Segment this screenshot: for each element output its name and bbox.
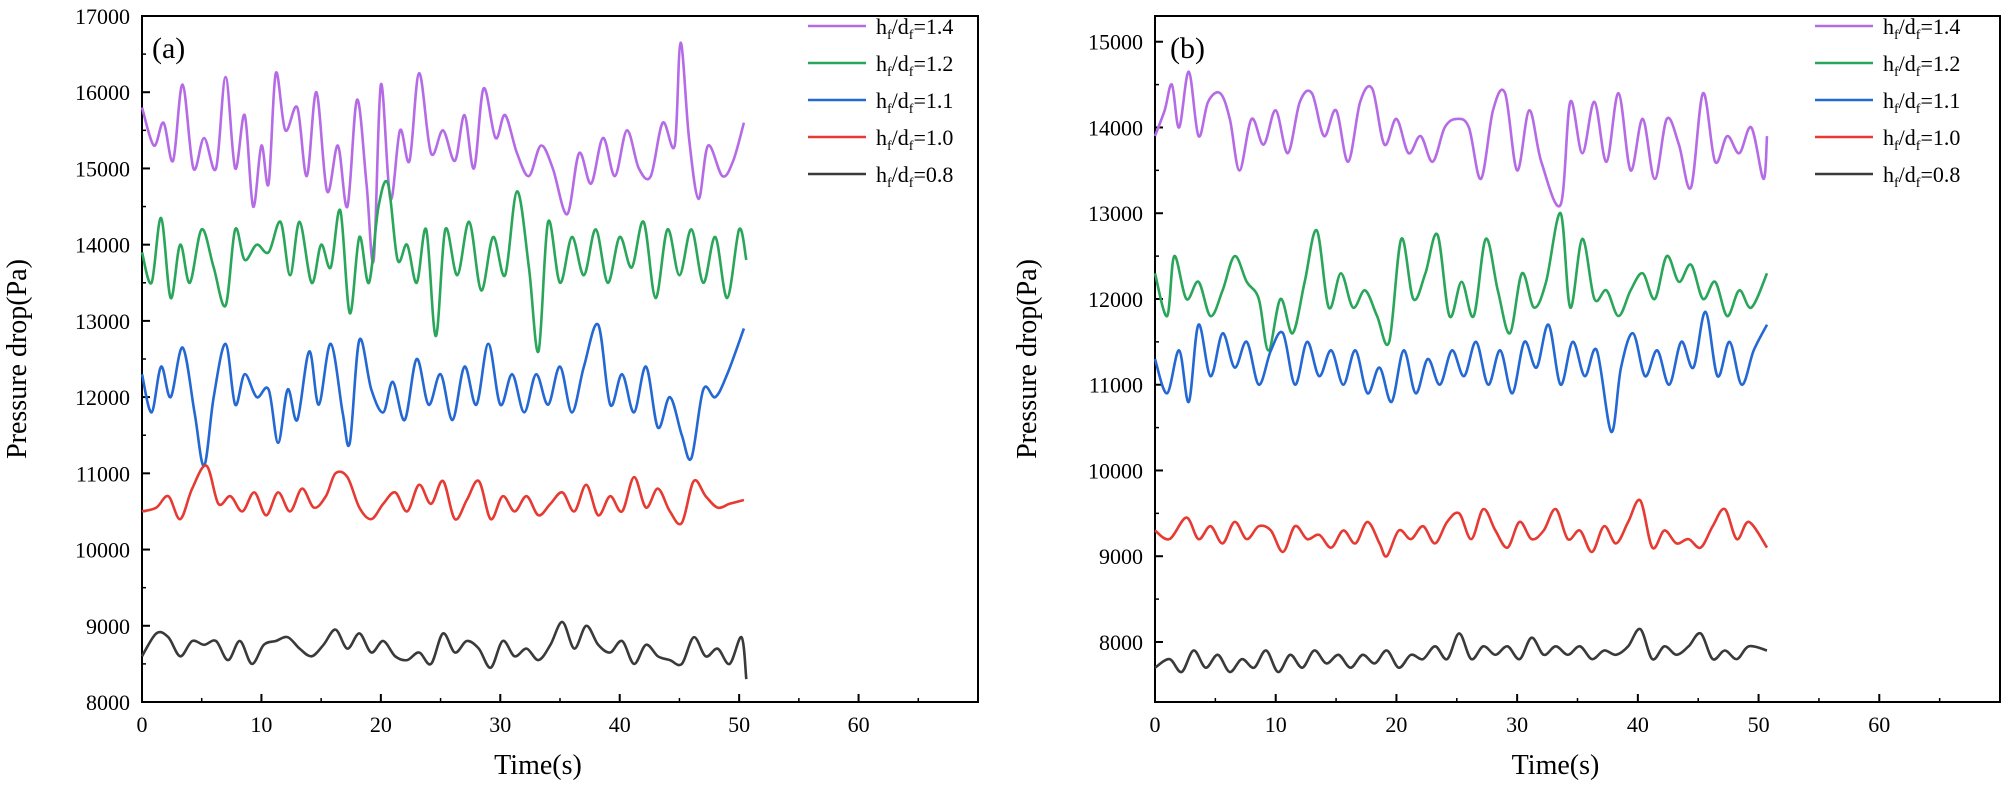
x-tick-label: 40 (1627, 712, 1649, 737)
legend-label: hf/df=1.2 (1883, 51, 1960, 80)
x-tick-label: 0 (137, 712, 148, 737)
legend-label: hf/df=0.8 (876, 162, 953, 191)
panel-label: (b) (1170, 32, 1205, 65)
y-axis-title: Pressure drop(Pa) (1012, 259, 1043, 459)
x-tick-label: 0 (1150, 712, 1161, 737)
series-line-0-8 (140, 620, 748, 680)
x-axis-title: Time(s) (494, 750, 582, 781)
x-tick-label: 10 (1265, 712, 1287, 737)
y-tick-label: 11000 (76, 461, 130, 486)
series-line-1-4 (140, 41, 746, 264)
panel-a: 0 10 20 30 40 50 60 8000 9000 10000 11000 12000 1300… (2, 4, 979, 781)
legend-label: hf/df=1.1 (876, 88, 953, 117)
y-tick-label: 11000 (1089, 373, 1143, 398)
plot-frame (1154, 15, 2001, 703)
y-tick-label: 9000 (1099, 544, 1143, 569)
y-tick-label: 15000 (75, 156, 130, 181)
legend-label: hf/df=0.8 (1883, 162, 1960, 191)
x-tick-label: 60 (1868, 712, 1890, 737)
y-tick-label: 10000 (75, 538, 130, 563)
x-tick-label: 20 (1385, 712, 1407, 737)
y-tick-label: 13000 (75, 309, 130, 334)
y-tick-label: 8000 (1099, 630, 1143, 655)
y-tick-label: 10000 (1088, 458, 1143, 483)
plot-frame (141, 15, 979, 703)
y-tick-label: 12000 (1088, 287, 1143, 312)
series-line-1-0 (1154, 498, 1769, 558)
y-tick-label: 13000 (1088, 201, 1143, 226)
x-tick-label: 50 (1748, 712, 1770, 737)
x-tick-label: 40 (609, 712, 631, 737)
x-axis-title: Time(s) (1512, 750, 1600, 781)
series-line-1-1 (1153, 310, 1769, 434)
legend-label: hf/df=1.0 (876, 125, 953, 154)
series-line-1-2 (140, 179, 748, 354)
x-tick-label: 10 (250, 712, 272, 737)
panel-label: (a) (152, 32, 185, 65)
legend-label: hf/df=1.2 (876, 51, 953, 80)
series-line-1-1 (140, 322, 746, 468)
legend-label: hf/df=1.4 (876, 14, 953, 43)
x-tick-label: 60 (848, 712, 870, 737)
x-tick-label: 30 (489, 712, 511, 737)
series-line-1-2 (1153, 211, 1769, 352)
y-tick-label: 15000 (1088, 30, 1143, 55)
panel-b: 0 10 20 30 40 50 60 8000 9000 10000 11000 12000 1300… (1012, 14, 2001, 781)
x-tick-label: 30 (1506, 712, 1528, 737)
series-line-0-8 (1154, 627, 1768, 674)
y-tick-label: 16000 (75, 80, 130, 105)
y-tick-label: 12000 (75, 385, 130, 410)
legend-label: hf/df=1.4 (1883, 14, 1960, 43)
y-tick-label: 14000 (75, 233, 130, 258)
series-line-1-0 (141, 464, 745, 526)
y-tick-label: 8000 (86, 690, 130, 715)
series-line-1-4 (1153, 70, 1769, 208)
x-tick-label: 20 (370, 712, 392, 737)
y-tick-label: 14000 (1088, 115, 1143, 140)
y-tick-label: 17000 (75, 4, 130, 29)
legend-label: hf/df=1.0 (1883, 125, 1960, 154)
y-tick-label: 9000 (86, 614, 130, 639)
legend-label: hf/df=1.1 (1883, 88, 1960, 117)
y-axis-title: Pressure drop(Pa) (2, 259, 33, 459)
x-tick-label: 50 (728, 712, 750, 737)
